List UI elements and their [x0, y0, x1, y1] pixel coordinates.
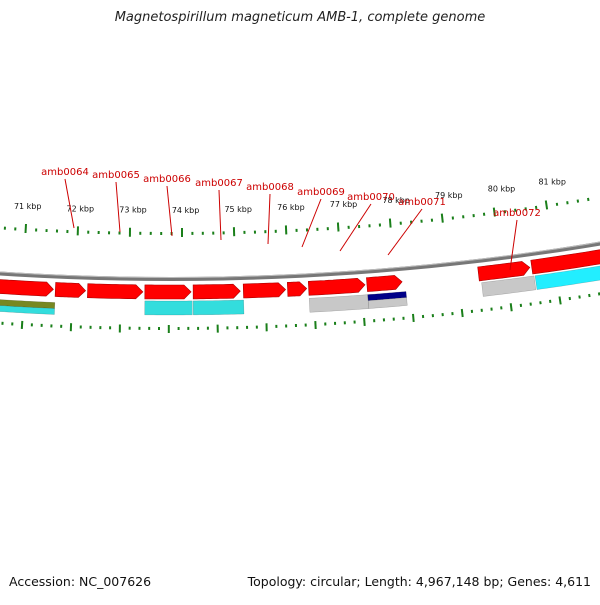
ruler-label: 74 kbp	[172, 206, 200, 215]
upper-tick-53	[511, 303, 512, 311]
gene-label-amb0066: amb0066	[143, 174, 191, 185]
accession-label: Accession: NC_007626	[9, 574, 151, 589]
gene-arrow-8	[366, 275, 402, 291]
upper-tick-56	[540, 301, 541, 304]
gene-label-amb0065: amb0065	[92, 170, 140, 181]
ruler-tick-32	[338, 223, 339, 232]
ruler-label: 73 kbp	[119, 206, 147, 215]
ruler-tick-52	[546, 201, 547, 210]
gene-leader-line	[219, 190, 221, 240]
ruler-tick-56	[588, 198, 589, 201]
ruler-label: 75 kbp	[224, 205, 252, 214]
gene-arrow-2	[87, 284, 142, 299]
gene-arrow-7	[308, 278, 365, 295]
ruler-label: 71 kbp	[14, 202, 42, 211]
ruler-tick-2	[26, 224, 27, 233]
gene-arrow-4	[193, 284, 240, 299]
upper-tick-38	[364, 318, 365, 326]
feature-block-4	[309, 295, 369, 313]
gene-arrow-0	[0, 279, 53, 296]
gene-label-amb0067: amb0067	[195, 178, 243, 189]
ruler-tick-37	[390, 219, 391, 228]
feature-block-3	[193, 300, 244, 315]
ruler-label: 81 kbp	[538, 177, 566, 186]
gene-leader-line	[340, 204, 371, 251]
ruler-label: 80 kbp	[488, 185, 516, 194]
gene-arrow-6	[287, 282, 306, 297]
gene-leader-line	[388, 209, 422, 255]
feature-block-2	[145, 301, 193, 315]
ruler-tick-55	[578, 200, 579, 203]
gene-arrow-3	[145, 285, 191, 299]
gene-arrow-1	[55, 283, 86, 298]
upper-tick-61	[589, 294, 590, 297]
ruler-tick-42	[442, 214, 443, 223]
upper-tick-60	[579, 296, 580, 299]
gene-label-amb0069: amb0069	[297, 187, 345, 198]
genome-title: Magnetospirillum magneticum AMB-1, compl…	[0, 10, 600, 25]
gene-leader-line	[302, 199, 321, 247]
gene-label-amb0071: amb0071	[398, 197, 446, 208]
upper-tick-48	[462, 309, 463, 317]
gene-label-amb0072: amb0072	[493, 208, 541, 219]
gene-arrow-5	[243, 283, 285, 298]
upper-tick-62	[599, 292, 600, 295]
upper-tick-58	[560, 297, 561, 305]
upper-tick-3	[22, 321, 23, 329]
gene-leader-line	[268, 194, 270, 244]
gene-label-amb0070: amb0070	[347, 192, 395, 203]
gene-label-amb0064: amb0064	[41, 167, 89, 178]
genome-summary: Topology: circular; Length: 4,967,148 bp…	[248, 574, 591, 589]
upper-tick-43	[413, 314, 414, 322]
ruler-label: 76 kbp	[277, 203, 305, 212]
gene-label-amb0068: amb0068	[246, 182, 294, 193]
